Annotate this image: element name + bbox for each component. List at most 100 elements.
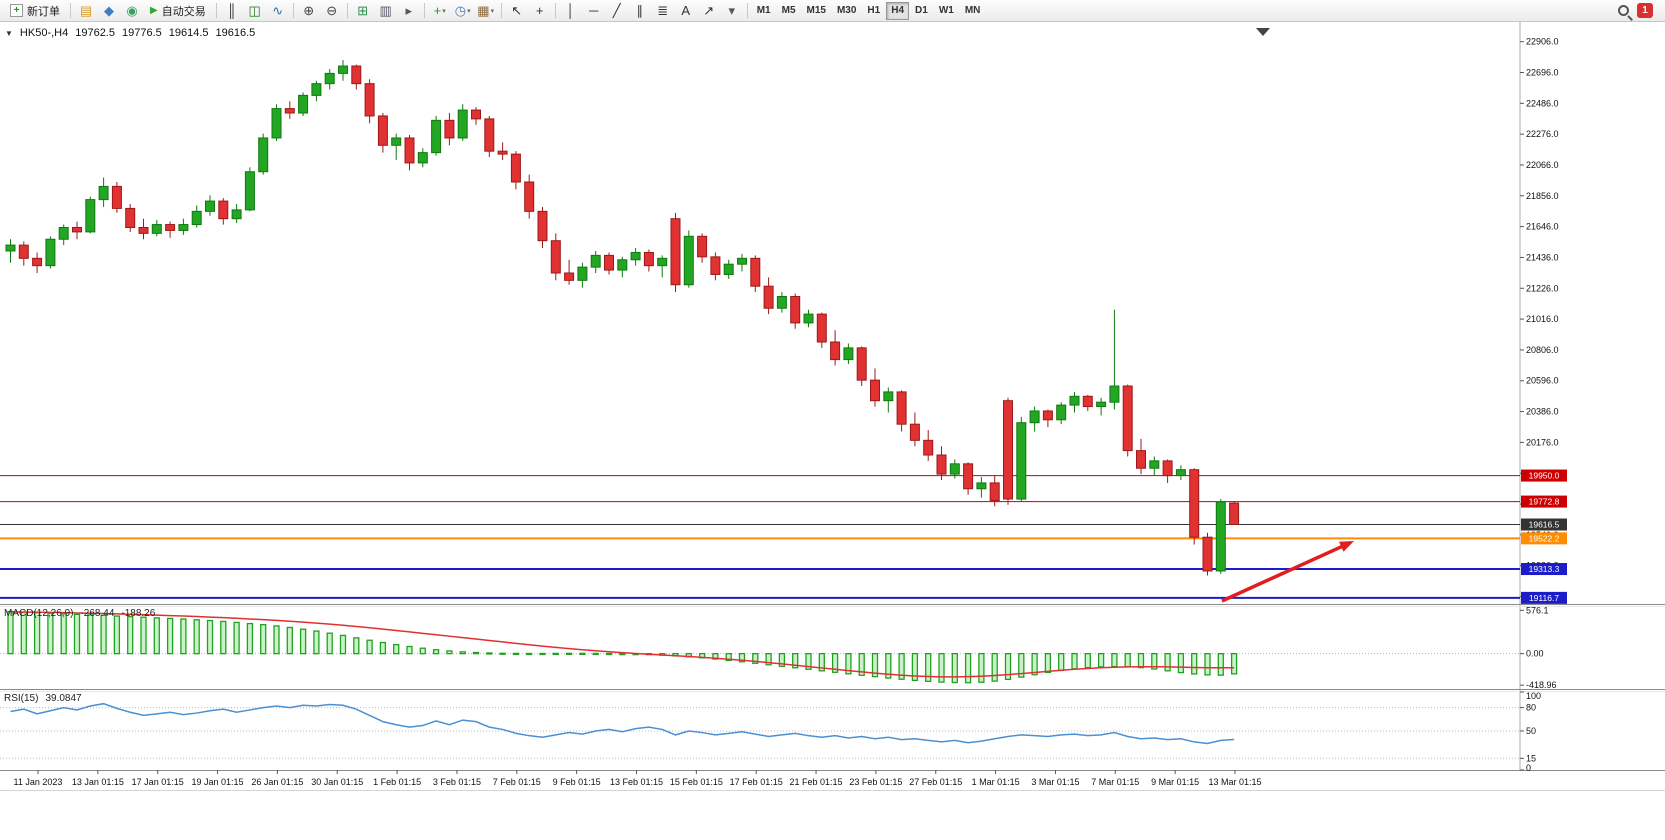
objects-dropdown-icon[interactable]: ▾ <box>728 3 735 18</box>
svg-text:21016.0: 21016.0 <box>1526 314 1559 324</box>
svg-text:30 Jan 01:15: 30 Jan 01:15 <box>311 777 363 787</box>
toolbar-separator <box>554 3 556 18</box>
toolbar-separator <box>423 3 425 18</box>
svg-text:27 Feb 01:15: 27 Feb 01:15 <box>909 777 962 787</box>
notification-badge[interactable]: 1 <box>1637 3 1653 18</box>
horizontal-lines[interactable] <box>0 475 1520 599</box>
svg-text:9 Feb 01:15: 9 Feb 01:15 <box>553 777 601 787</box>
indicators-icon[interactable]: + ▾ <box>433 3 446 18</box>
svg-text:26 Jan 01:15: 26 Jan 01:15 <box>251 777 303 787</box>
chart-shift-marker[interactable] <box>1256 28 1270 36</box>
toolbar-separator <box>746 3 748 18</box>
horizontal-line-icon[interactable]: ─ <box>589 3 599 18</box>
svg-text:15: 15 <box>1526 753 1536 763</box>
svg-text:100: 100 <box>1526 691 1541 701</box>
price-axis[interactable]: 22906.0 22696.0 22486.0 22276.0 22066.0 21856… <box>1520 37 1559 602</box>
fibonacci-icon[interactable]: ≣ <box>657 3 669 18</box>
macd-label: MACD(12,26,9) -268.44 -188.26 <box>4 608 155 619</box>
timeframe-m5[interactable]: M5 <box>781 5 796 16</box>
chart-area[interactable]: 22906.0 22696.0 22486.0 22276.0 22066.0 21856… <box>0 22 1665 840</box>
templates-icon[interactable]: ▦ ▾ <box>477 3 495 18</box>
chevron-down-icon: ▾ <box>442 7 446 15</box>
timeframe-m30[interactable]: M30 <box>836 5 857 16</box>
svg-text:13 Mar 01:15: 13 Mar 01:15 <box>1208 777 1261 787</box>
svg-text:20596.0: 20596.0 <box>1526 376 1559 386</box>
time-axis[interactable]: 11 Jan 2023 13 Jan 01:15 17 Jan 01:15 19 Ja… <box>14 770 1262 787</box>
zoom-out-icon[interactable]: ⊖ <box>326 3 338 18</box>
line-chart-icon[interactable]: ∿ <box>272 3 284 18</box>
search-icon[interactable] <box>1618 5 1629 16</box>
toolbar-separator <box>346 3 348 18</box>
ohlc-close: 19616.5 <box>215 27 256 39</box>
tile-windows-icon[interactable]: ⊞ <box>357 3 369 18</box>
price-tags: 19950.0 19772.8 19616.5 19522.2 19313.3 19116… <box>1521 469 1567 604</box>
svg-text:3 Feb 01:15: 3 Feb 01:15 <box>433 777 481 787</box>
profiles-icon[interactable]: ◆ <box>104 3 114 18</box>
trend-arrow-annotation[interactable] <box>1221 541 1354 603</box>
new-order-button[interactable]: + 新订单 <box>4 1 66 21</box>
svg-text:13 Feb 01:15: 13 Feb 01:15 <box>610 777 663 787</box>
timeframe-d1[interactable]: D1 <box>915 5 928 16</box>
svg-text:9 Mar 01:15: 9 Mar 01:15 <box>1151 777 1199 787</box>
toolbar-left-icons: ▤ ◆ ◉ <box>75 1 143 21</box>
svg-text:7 Mar 01:15: 7 Mar 01:15 <box>1091 777 1139 787</box>
svg-text:19772.8: 19772.8 <box>1529 497 1560 507</box>
macd-main-value: -268.44 <box>80 608 115 619</box>
candlestick-chart-icon[interactable]: ◫ <box>248 3 261 18</box>
svg-text:3 Mar 01:15: 3 Mar 01:15 <box>1031 777 1079 787</box>
timeframe-buttons: M1 M5 M15 M30 H1 H4 D1 W1 MN <box>752 1 986 20</box>
svg-text:0: 0 <box>1526 763 1531 773</box>
arrange-windows-icon[interactable]: ▥ <box>379 3 392 18</box>
zoom-in-icon[interactable]: ⊕ <box>303 3 315 18</box>
svg-text:576.1: 576.1 <box>1526 605 1549 615</box>
refresh-icon[interactable]: ◉ <box>126 3 138 18</box>
new-chart-icon[interactable]: ▤ <box>79 3 93 18</box>
ohlc-high: 19776.5 <box>121 27 162 39</box>
autotrading-button[interactable]: ▶ 自动交易 <box>144 1 212 21</box>
macd-name: MACD(12,26,9) <box>4 608 74 619</box>
play-icon: ▶ <box>150 5 158 16</box>
trendline-icon[interactable]: ╱ <box>612 3 621 18</box>
chart-ohlc-header: ▼ HK50-,H4 19762.5 19776.5 19614.5 19616… <box>5 27 255 39</box>
rsi-value: 39.0847 <box>45 693 82 704</box>
text-icon[interactable]: A <box>681 3 691 18</box>
svg-text:21 Feb 01:15: 21 Feb 01:15 <box>790 777 843 787</box>
timeframe-m15[interactable]: M15 <box>806 5 826 16</box>
chart-shift-icon[interactable]: ▸ <box>405 3 412 18</box>
one-click-trading-toggle[interactable]: ▼ <box>5 28 13 38</box>
candlestick-series <box>5 60 1240 576</box>
chevron-down-icon: ▾ <box>467 7 471 15</box>
bar-chart-icon[interactable]: ║ <box>227 3 237 18</box>
svg-text:19313.3: 19313.3 <box>1529 564 1560 574</box>
svg-text:15 Feb 01:15: 15 Feb 01:15 <box>670 777 723 787</box>
arrows-icon[interactable]: ↗ <box>703 3 715 18</box>
svg-text:1 Feb 01:15: 1 Feb 01:15 <box>373 777 421 787</box>
svg-text:20386.0: 20386.0 <box>1526 407 1559 417</box>
svg-text:17 Feb 01:15: 17 Feb 01:15 <box>730 777 783 787</box>
cursor-icon[interactable]: ↖ <box>511 3 523 18</box>
svg-text:0.00: 0.00 <box>1526 649 1544 659</box>
periods-icon[interactable]: ◷ ▾ <box>454 3 471 18</box>
new-order-label: 新订单 <box>27 5 60 18</box>
svg-text:80: 80 <box>1526 703 1536 713</box>
toolbar-separator <box>70 3 71 18</box>
svg-text:22276.0: 22276.0 <box>1526 129 1559 139</box>
chart-canvas[interactable]: 22906.0 22696.0 22486.0 22276.0 22066.0 21856… <box>0 22 1665 840</box>
timeframe-h4[interactable]: H4 <box>886 1 910 20</box>
channel-icon[interactable]: ∥ <box>636 3 643 18</box>
timeframe-h1[interactable]: H1 <box>867 5 881 16</box>
vertical-line-icon[interactable]: │ <box>566 3 575 18</box>
crosshair-icon[interactable]: + <box>535 3 544 18</box>
timeframe-m1[interactable]: M1 <box>756 5 771 16</box>
rsi-label: RSI(15) 39.0847 <box>4 693 82 704</box>
svg-text:21646.0: 21646.0 <box>1526 222 1559 232</box>
timeframe-mn[interactable]: MN <box>964 5 981 16</box>
toolbar-main-icons: ║ ◫ ∿ ⊕ ⊖ ⊞ ▥ ▸ + ▾ ◷ ▾ ▦ ▾ ↖ + │ ─ ╱ ∥ ≣ A ↗ ▾ <box>213 1 751 21</box>
svg-text:22066.0: 22066.0 <box>1526 160 1559 170</box>
svg-text:19950.0: 19950.0 <box>1529 471 1560 481</box>
svg-text:1 Mar 01:15: 1 Mar 01:15 <box>972 777 1020 787</box>
ohlc-low: 19614.5 <box>168 27 209 39</box>
svg-text:21226.0: 21226.0 <box>1526 283 1559 293</box>
toolbar-right: 1 <box>1618 3 1661 18</box>
timeframe-w1[interactable]: W1 <box>938 5 954 16</box>
